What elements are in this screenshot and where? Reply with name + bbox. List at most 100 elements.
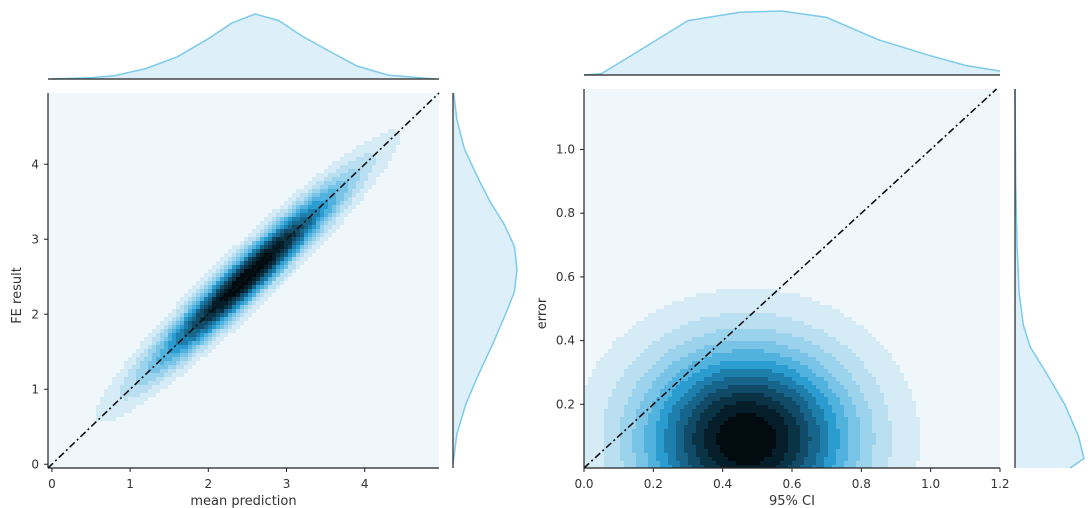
density-cell	[840, 437, 844, 441]
density-cell	[164, 321, 168, 325]
density-cell	[748, 309, 752, 313]
density-cell	[636, 325, 640, 329]
density-cell	[644, 321, 648, 325]
density-cell	[780, 385, 784, 389]
density-cell	[736, 425, 740, 429]
density-cell	[692, 449, 696, 453]
x-tick-label: 0.8	[852, 477, 871, 491]
density-cell	[756, 313, 760, 317]
density-cell	[864, 353, 868, 357]
density-cell	[908, 405, 912, 409]
density-cell	[228, 329, 232, 333]
density-cell	[760, 393, 764, 397]
density-cell	[616, 417, 620, 421]
density-cell	[712, 325, 716, 329]
density-cell	[604, 361, 608, 365]
density-cell	[864, 337, 868, 341]
density-cell	[592, 389, 596, 393]
density-cell	[896, 421, 900, 425]
density-cell	[904, 381, 908, 385]
density-cell	[228, 265, 232, 269]
density-cell	[892, 369, 896, 373]
density-cell	[260, 241, 264, 245]
density-cell	[904, 457, 908, 461]
density-cell	[820, 401, 824, 405]
density-cell	[788, 321, 792, 325]
density-cell	[112, 397, 116, 401]
density-cell	[676, 433, 680, 437]
density-cell	[604, 365, 608, 369]
density-cell	[636, 409, 640, 413]
density-cell	[292, 261, 296, 265]
density-cell	[212, 293, 216, 297]
density-cell	[740, 417, 744, 421]
density-cell	[384, 145, 388, 149]
density-cell	[224, 321, 228, 325]
density-cell	[192, 357, 196, 361]
density-cell	[780, 305, 784, 309]
density-cell	[180, 325, 184, 329]
density-cell	[752, 381, 756, 385]
density-cell	[848, 393, 852, 397]
density-cell	[712, 417, 716, 421]
density-cell	[668, 437, 672, 441]
density-cell	[584, 393, 588, 397]
density-cell	[660, 449, 664, 453]
density-cell	[888, 365, 892, 369]
density-cell	[880, 429, 884, 433]
density-cell	[172, 365, 176, 369]
density-cell	[656, 393, 660, 397]
density-cell	[880, 449, 884, 453]
density-cell	[248, 269, 252, 273]
density-cell	[856, 373, 860, 377]
density-cell	[688, 313, 692, 317]
density-cell	[192, 297, 196, 301]
density-cell	[156, 333, 160, 337]
density-cell	[140, 385, 144, 389]
density-cell	[792, 445, 796, 449]
density-cell	[640, 397, 644, 401]
density-cell	[868, 465, 872, 468]
density-cell	[288, 253, 292, 257]
density-cell	[600, 449, 604, 453]
density-cell	[744, 309, 748, 313]
density-cell	[864, 457, 868, 461]
density-cell	[640, 345, 644, 349]
density-cell	[784, 373, 788, 377]
density-cell	[712, 445, 716, 449]
density-cell	[636, 449, 640, 453]
density-cell	[220, 337, 224, 341]
density-cell	[884, 405, 888, 409]
density-cell	[720, 353, 724, 357]
density-cell	[692, 409, 696, 413]
density-cell	[896, 437, 900, 441]
density-cell	[636, 425, 640, 429]
density-cell	[716, 457, 720, 461]
density-cell	[676, 361, 680, 365]
density-cell	[624, 413, 628, 417]
density-cell	[192, 349, 196, 353]
density-cell	[120, 377, 124, 381]
density-cell	[876, 429, 880, 433]
density-cell	[872, 361, 876, 365]
density-cell	[188, 313, 192, 317]
density-cell	[896, 433, 900, 437]
density-cell	[772, 401, 776, 405]
density-cell	[820, 353, 824, 357]
density-cell	[804, 405, 808, 409]
density-cell	[356, 193, 360, 197]
density-cell	[772, 317, 776, 321]
density-cell	[600, 373, 604, 377]
density-cell	[884, 425, 888, 429]
density-cell	[868, 445, 872, 449]
density-cell	[664, 425, 668, 429]
density-cell	[820, 333, 824, 337]
density-cell	[808, 441, 812, 445]
density-cell	[280, 233, 284, 237]
density-cell	[628, 413, 632, 417]
density-cell	[752, 289, 756, 293]
density-cell	[132, 373, 136, 377]
density-cell	[660, 389, 664, 393]
density-cell	[212, 305, 216, 309]
density-cell	[724, 293, 728, 297]
